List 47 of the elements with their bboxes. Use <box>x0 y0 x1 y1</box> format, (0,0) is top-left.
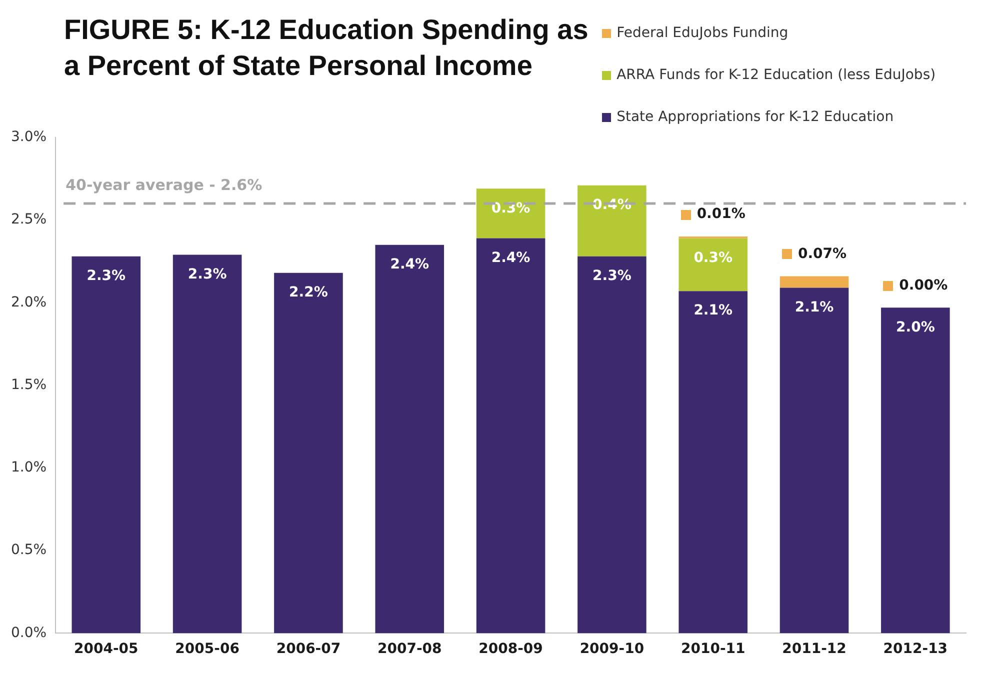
x-tick-label: 2010-11 <box>680 641 746 658</box>
y-tick-label: 2.0% <box>10 294 47 310</box>
data-label: 0.3% <box>694 250 733 266</box>
legend-label: Federal EduJobs Funding <box>616 25 788 41</box>
data-label: 2.4% <box>390 256 430 272</box>
x-tick-label: 2005-06 <box>175 641 240 658</box>
data-label: 2.1% <box>794 299 834 316</box>
y-tick-label: 0.0% <box>10 624 47 641</box>
y-tick-label: 2.5% <box>10 212 47 228</box>
data-label: 2.2% <box>289 284 328 301</box>
y-tick-label: 3.0% <box>10 129 47 146</box>
data-label: 0.01% <box>696 206 746 222</box>
bar <box>780 288 849 634</box>
bar <box>578 256 646 634</box>
bar <box>476 238 546 634</box>
x-tick-label: 2004-05 <box>74 641 138 658</box>
data-label: 0.00% <box>899 277 948 294</box>
x-tick-label: 2008-09 <box>478 641 543 658</box>
x-tick-label: 2007-08 <box>377 641 442 658</box>
data-label: 2.3% <box>86 268 126 284</box>
bar <box>780 276 849 288</box>
bar <box>172 254 242 634</box>
y-tick-label: 0.5% <box>10 542 47 558</box>
x-tick-label: 2011-12 <box>782 641 846 658</box>
legend-label: State Appropriations for K-12 Education <box>616 109 894 125</box>
x-tick-label: 2006-07 <box>276 641 341 658</box>
chart-title: FIGURE 5: K-12 Education Spending as a Percent of State Personal Income <box>63 13 590 83</box>
y-tick-label: 1.5% <box>10 376 47 393</box>
bar <box>375 244 444 634</box>
bar <box>678 238 748 292</box>
data-label: 0.07% <box>798 246 847 262</box>
data-label: 2.1% <box>694 302 733 319</box>
data-label: 2.3% <box>188 266 227 282</box>
x-tick-label: 2009-10 <box>580 641 644 658</box>
bar <box>274 272 343 634</box>
bar <box>881 308 950 634</box>
data-label: 2.4% <box>491 250 530 266</box>
data-label: 2.3% <box>592 268 632 284</box>
legend-label: ARRA Funds for K-12 Education (less EduJobs) <box>616 67 936 83</box>
y-tick-label: 1.0% <box>10 460 47 476</box>
bar <box>72 256 141 634</box>
ref-line-label: 40-year average - 2.6% <box>66 176 262 194</box>
bar <box>678 291 748 634</box>
data-label: 2.0% <box>896 319 935 336</box>
x-tick-label: 2012-13 <box>883 641 948 658</box>
bar <box>578 185 646 256</box>
bar <box>476 188 546 238</box>
